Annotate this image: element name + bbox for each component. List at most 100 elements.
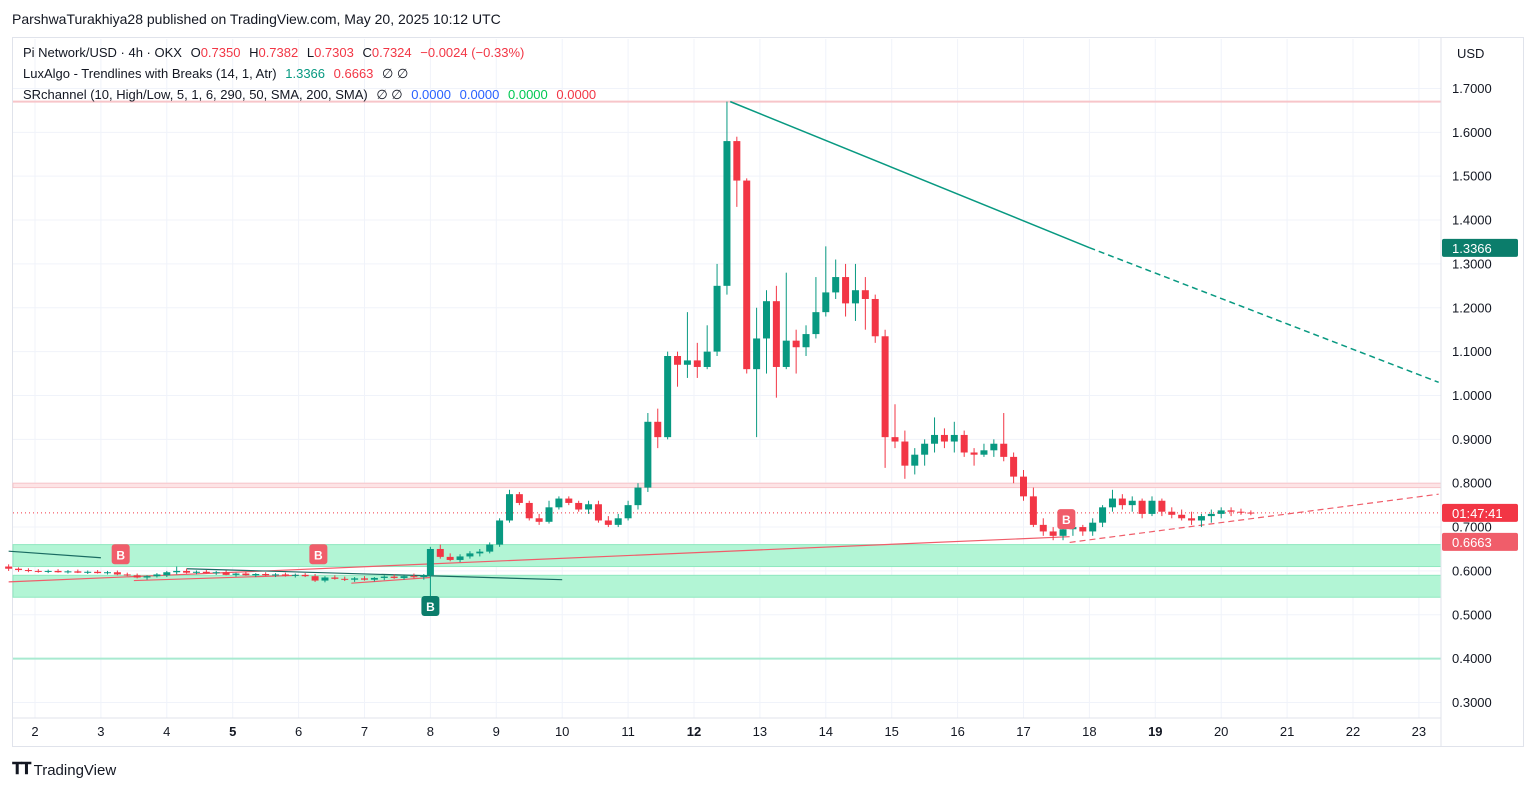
price-tick-label: 1.6000 (1452, 125, 1492, 140)
candle-down (861, 277, 869, 330)
time-tick-label: 17 (1016, 724, 1030, 739)
candle-up (950, 421, 958, 453)
candle-body (990, 443, 998, 451)
candle-body (634, 487, 642, 506)
candle-body (34, 570, 42, 572)
time-tick-label: 8 (427, 724, 434, 739)
change-value: −0.0024 (−0.33%) (420, 45, 525, 60)
candle-body (1138, 500, 1146, 514)
candle-down (792, 329, 800, 374)
indicator-1-name[interactable]: LuxAlgo - Trendlines with Breaks (14, 1,… (23, 66, 277, 81)
candle-up (400, 575, 408, 580)
trendline-support (8, 536, 1070, 583)
indicator-2-value-1: 0.0000 (411, 87, 451, 102)
break-markers: B B B B (111, 509, 1076, 617)
candle-body (1108, 498, 1116, 508)
candle-body (654, 421, 662, 438)
candle-up (192, 570, 200, 575)
price-tick-label: 1.1000 (1452, 344, 1492, 359)
candle-up (370, 577, 378, 582)
price-tick-label: 1.0000 (1452, 388, 1492, 403)
candle-body (272, 574, 280, 576)
candle-down (262, 572, 270, 577)
candle-down (594, 500, 602, 523)
candle-down (242, 571, 250, 576)
candle-body (782, 340, 790, 367)
candle-down (772, 285, 780, 398)
break-marker-box (421, 596, 440, 617)
price-tick-label: 0.8000 (1452, 476, 1492, 491)
candle-body (802, 334, 810, 348)
legend-symbol[interactable]: Pi Network/USD · 4h · OKX (23, 45, 182, 60)
candle-down (575, 500, 583, 512)
price-tick-label: 1.2000 (1452, 300, 1492, 315)
break-marker: B (309, 544, 328, 565)
lower-trendline-price-tag-text: 0.6663 (1452, 535, 1492, 550)
candle-body (1128, 500, 1136, 506)
candle-body (84, 571, 92, 573)
candle-down (1029, 487, 1037, 528)
candle-up (713, 263, 721, 357)
candle-body (515, 494, 523, 503)
candle-down (960, 430, 968, 457)
candle-down (1010, 452, 1018, 484)
candle-body (1089, 522, 1097, 532)
time-tick-label: 23 (1412, 724, 1426, 739)
publisher-line: ParshwaTurakhiya28 published on TradingV… (12, 11, 501, 27)
candle-body (476, 551, 484, 554)
candle-down (54, 569, 62, 573)
candle-down (1178, 509, 1186, 521)
candle-up (505, 489, 513, 523)
candle-up (103, 570, 111, 575)
candle-body (370, 577, 378, 580)
open-label: O (190, 45, 201, 60)
candle-down (74, 569, 82, 574)
candle-up (44, 569, 52, 574)
indicator-1-value-1: 1.3366 (285, 66, 326, 81)
candle-body (1247, 512, 1255, 514)
candle-body (410, 576, 418, 578)
candle-up (496, 518, 504, 547)
indicator-1-value-2: 0.6663 (333, 66, 374, 81)
candle-up (173, 566, 181, 575)
resistance-zone (12, 482, 1442, 489)
candle-body (331, 577, 339, 579)
candle-up (1128, 496, 1136, 512)
candle-up (832, 259, 840, 299)
candle-body (693, 360, 701, 367)
candle-down (113, 570, 121, 576)
candle-body (15, 568, 23, 571)
candle-down (1168, 507, 1176, 519)
candle-body (1000, 443, 1008, 457)
candle-down (410, 573, 418, 579)
currency-label[interactable]: USD (1457, 46, 1485, 61)
candle-up (232, 572, 240, 577)
candle-body (535, 518, 543, 522)
candle-body (1020, 476, 1027, 497)
candle-down (34, 569, 42, 573)
candle-body (861, 290, 869, 299)
lower-trendline-price-tag-bg (1442, 532, 1518, 551)
candle-body (565, 498, 573, 503)
candle-body (614, 518, 622, 525)
candle-body (252, 573, 260, 576)
candle-down (515, 491, 523, 506)
candle-body (1049, 531, 1057, 536)
candle-body (311, 576, 319, 581)
candle-up (921, 439, 929, 466)
candle-down (301, 573, 309, 578)
candle-down (94, 570, 102, 574)
low-value: 0.7303 (314, 45, 354, 60)
candle-body (222, 572, 230, 575)
candle-up (812, 277, 820, 339)
candle-body (5, 566, 13, 569)
candle-up (664, 351, 672, 440)
candle-up (486, 542, 494, 554)
candle-body (1217, 510, 1225, 514)
indicator-2-name[interactable]: SRchannel (10, High/Low, 5, 1, 6, 290, 5… (23, 87, 368, 102)
time-tick-label: 21 (1280, 724, 1294, 739)
candle-body (545, 507, 553, 522)
candle-up (272, 573, 280, 578)
candle-body (950, 434, 958, 442)
